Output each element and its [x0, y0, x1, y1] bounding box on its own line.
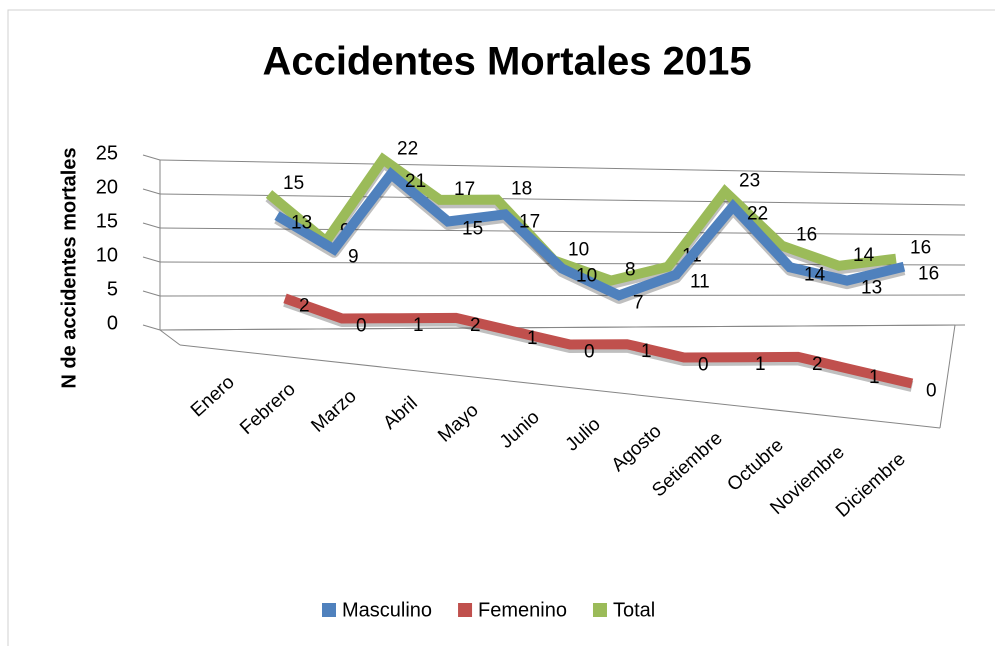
- data-label: 0: [584, 342, 595, 363]
- data-label: 15: [283, 173, 304, 194]
- data-label: 0: [356, 316, 367, 337]
- grid-line: [159, 294, 966, 297]
- grid-line-side: [142, 324, 161, 331]
- y-tick-label: 20: [96, 176, 118, 198]
- x-tick-label: Abril: [379, 393, 421, 434]
- y-tick-label: 10: [96, 244, 118, 266]
- data-label: 14: [804, 264, 826, 285]
- series-line: [283, 293, 914, 389]
- legend-swatch: [458, 603, 473, 617]
- data-label: 17: [519, 211, 540, 232]
- data-label: 1: [869, 367, 880, 388]
- data-label: 1: [527, 328, 538, 349]
- data-label: 1: [755, 354, 766, 375]
- grid-line: [159, 324, 966, 331]
- x-tick-label: Julio: [562, 414, 605, 456]
- grid-line-side: [142, 222, 161, 229]
- legend-label: Total: [613, 599, 655, 621]
- data-label: 21: [405, 171, 426, 192]
- data-label: 16: [910, 238, 931, 259]
- data-label: 0: [698, 355, 709, 376]
- data-label: 7: [633, 292, 644, 313]
- grid-line: [159, 159, 966, 176]
- data-label: 1: [413, 315, 424, 336]
- y-axis-label: N de accidentes mortales: [58, 147, 80, 388]
- chart-frame: [7, 9, 995, 646]
- legend-swatch: [322, 603, 336, 617]
- floor-right-edge: [939, 324, 956, 429]
- data-label: 1: [641, 341, 652, 362]
- data-label: 22: [397, 138, 418, 159]
- data-label: 15: [462, 219, 483, 240]
- y-tick-label: 25: [96, 142, 118, 164]
- x-tick-label: Enero: [187, 372, 239, 422]
- grid-line-side: [142, 188, 161, 195]
- chart-title: Accidentes Mortales 2015: [262, 40, 751, 84]
- data-label: 8: [625, 260, 636, 281]
- x-tick-label: Junio: [496, 407, 544, 453]
- legend-swatch: [592, 603, 607, 617]
- data-label: 10: [568, 240, 589, 261]
- x-tick-label: Marzo: [307, 386, 360, 437]
- data-label: 22: [747, 203, 768, 224]
- data-label: 11: [690, 272, 710, 293]
- data-label: 0: [926, 381, 937, 402]
- data-label: 2: [299, 295, 310, 316]
- y-tick-label: 0: [107, 312, 118, 334]
- data-label: 18: [511, 179, 532, 200]
- data-label: 2: [470, 315, 481, 336]
- x-tick-label: Agosto: [608, 421, 666, 476]
- series-line: [274, 167, 906, 301]
- grid-line: [159, 227, 966, 236]
- data-label: 9: [348, 246, 359, 267]
- data-label: 23: [739, 171, 760, 192]
- x-tick-label: Octubre: [723, 435, 787, 496]
- legend-label: Femenino: [478, 599, 567, 621]
- floor-left-edge: [159, 329, 181, 346]
- floor-front-edge: [179, 344, 941, 429]
- legend-label: Masculino: [342, 599, 432, 621]
- data-label: 14: [853, 245, 875, 266]
- grid-line-side: [142, 154, 161, 161]
- x-tick-label: Mayo: [434, 400, 483, 447]
- data-label: 16: [918, 264, 939, 285]
- y-tick-label: 15: [96, 210, 118, 232]
- grid-line: [159, 193, 966, 206]
- data-label: 13: [291, 213, 312, 234]
- series-line: [265, 152, 897, 286]
- x-tick-label: Febrero: [236, 379, 299, 439]
- data-label: 16: [796, 225, 817, 246]
- grid-line-side: [142, 256, 161, 263]
- data-label: 13: [861, 278, 882, 299]
- legend: Masculino Femenino Total: [322, 599, 655, 621]
- data-label: 2: [812, 354, 823, 375]
- data-label: 10: [576, 266, 597, 287]
- y-tick-label: 5: [107, 278, 118, 300]
- grid-line-side: [142, 290, 161, 297]
- data-label: 17: [454, 179, 475, 200]
